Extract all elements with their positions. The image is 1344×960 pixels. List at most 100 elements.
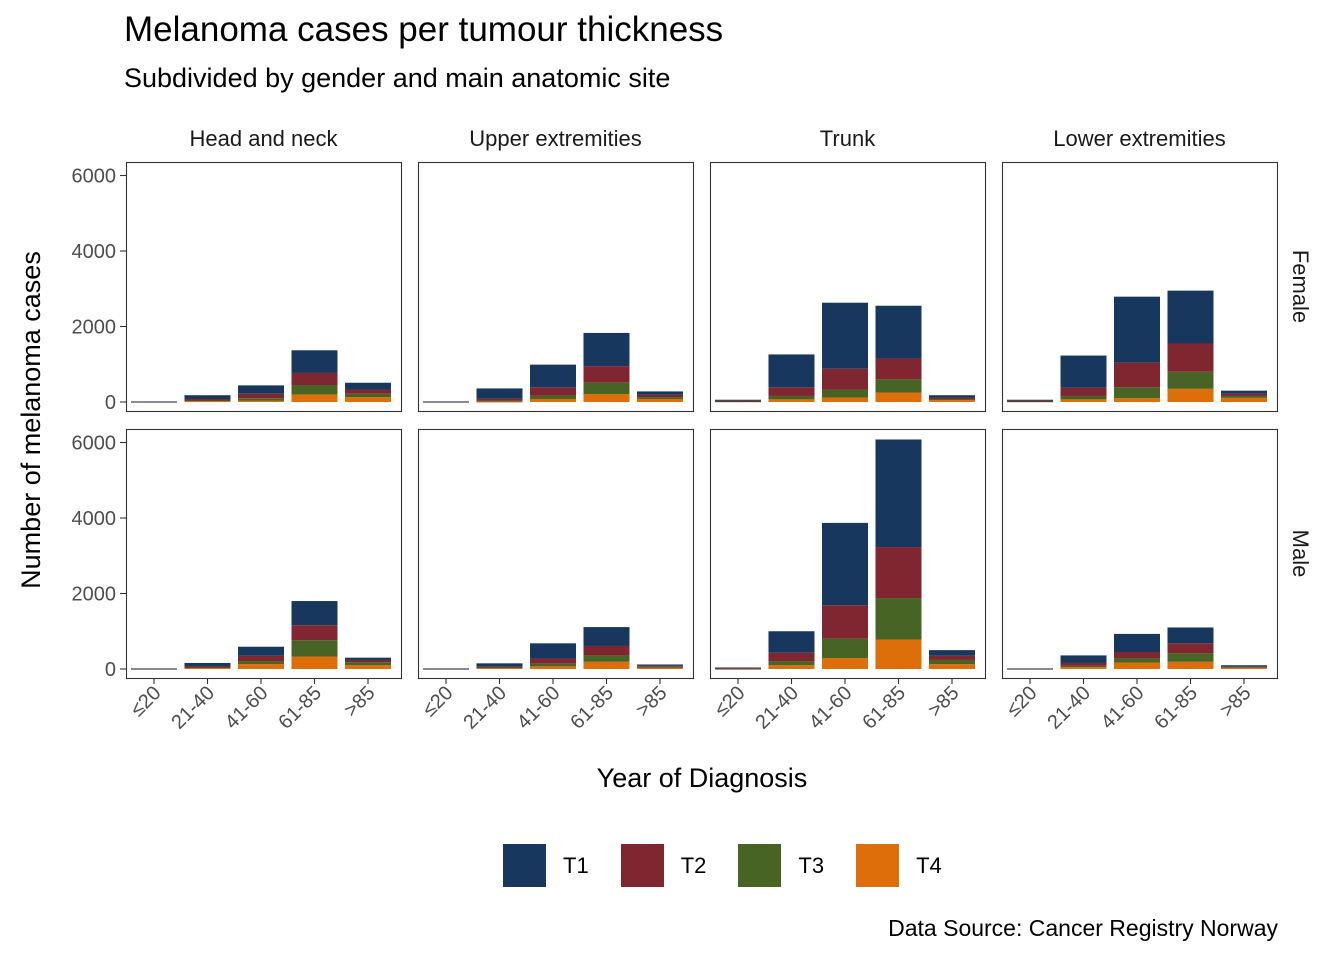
legend-label: T2 <box>680 852 707 878</box>
bar-T4 <box>822 658 868 669</box>
panel-border <box>417 161 695 413</box>
chart-caption: Data Source: Cancer Registry Norway <box>888 915 1278 941</box>
bar-T2 <box>291 372 338 386</box>
bar-T3 <box>476 667 523 669</box>
x-tick-label: 41-60 <box>1097 682 1149 734</box>
bar-T1 <box>1007 399 1053 401</box>
bar-T2 <box>875 547 922 599</box>
bar-T3 <box>530 395 576 399</box>
bar-T2 <box>583 645 630 656</box>
bar-T3 <box>291 385 338 395</box>
bar-T4 <box>768 665 815 669</box>
bar-T3 <box>291 640 338 657</box>
bar-T1 <box>583 332 630 367</box>
bar-T2 <box>1167 643 1214 654</box>
bar-T4 <box>1114 398 1160 402</box>
bar-T1 <box>1060 355 1107 388</box>
panel-border <box>417 428 695 680</box>
bar-T2 <box>345 389 391 394</box>
y-tick-label: 2000 <box>72 317 117 339</box>
bar-T1 <box>875 305 922 359</box>
bar-T2 <box>583 366 630 383</box>
bar-T4 <box>291 656 338 669</box>
bar-T1 <box>1167 290 1214 344</box>
panel-border <box>709 161 987 413</box>
bar-T4 <box>929 664 975 669</box>
bar-T1 <box>476 663 523 667</box>
bar-T1 <box>131 401 177 403</box>
bar-T2 <box>822 605 868 639</box>
bar-T3 <box>1114 658 1160 663</box>
bar-T4 <box>929 400 975 402</box>
bar-T2 <box>1221 393 1267 396</box>
bar-T4 <box>875 639 922 669</box>
bar-T3 <box>1060 395 1107 400</box>
bar-T4 <box>476 401 523 403</box>
bar-T4 <box>637 398 683 402</box>
bar-T4 <box>1060 399 1107 402</box>
bar-T3 <box>1167 653 1214 662</box>
bar-T2 <box>184 398 231 401</box>
bar-T2 <box>637 394 683 398</box>
bar-T1 <box>637 664 683 666</box>
bar-T2 <box>768 652 815 662</box>
panel-border <box>125 428 403 680</box>
legend-swatch <box>503 844 546 887</box>
x-tick-label: >85 <box>1216 682 1256 722</box>
facet-label: Lower extremities <box>1053 126 1225 151</box>
bar-T3 <box>637 397 683 399</box>
facet-label: Male <box>1288 530 1313 578</box>
bar-T4 <box>637 667 683 669</box>
bar-T1 <box>715 399 761 401</box>
bar-T1 <box>637 391 683 395</box>
legend-item: T1 <box>503 844 589 887</box>
x-tick-label: 41-60 <box>513 682 565 734</box>
bar-T4 <box>238 664 284 669</box>
panel-border <box>125 161 403 413</box>
facet-label: Head and neck <box>190 126 339 151</box>
bar-T1 <box>184 662 231 666</box>
y-tick-label: 0 <box>105 659 116 681</box>
bar-T4 <box>345 665 391 669</box>
bar-T4 <box>1221 397 1267 402</box>
bar-T2 <box>184 665 231 668</box>
bar-T1 <box>345 382 391 390</box>
y-tick-label: 6000 <box>72 166 117 188</box>
bar-T4 <box>530 398 576 402</box>
y-axis-title: Number of melanoma cases <box>16 251 46 589</box>
bar-T1 <box>583 627 630 646</box>
bar-T1 <box>131 668 177 670</box>
x-tick-label: ≤20 <box>1002 682 1041 721</box>
bar-T3 <box>583 655 630 662</box>
bar-T2 <box>291 625 338 641</box>
bar-T1 <box>238 646 284 656</box>
bar-T1 <box>822 302 868 369</box>
legend-item: T2 <box>620 844 707 887</box>
facet-label: Female <box>1288 250 1313 323</box>
legend-item: T4 <box>856 844 942 887</box>
bar-T2 <box>476 398 523 401</box>
bar-T1 <box>423 401 469 403</box>
x-tick-label: 61-85 <box>274 682 326 734</box>
bar-T1 <box>1221 665 1267 667</box>
bar-T3 <box>345 393 391 398</box>
bar-T1 <box>530 364 576 388</box>
panel-border <box>1001 161 1279 413</box>
bar-T2 <box>929 397 975 399</box>
bar-T1 <box>929 395 975 398</box>
bar-T4 <box>875 392 922 402</box>
bar-T1 <box>768 354 815 388</box>
x-tick-label: >85 <box>340 682 380 722</box>
bar-T3 <box>184 667 231 669</box>
chart-legend: T1 T2 T3 T4 <box>503 844 974 887</box>
legend-label: T4 <box>916 852 942 878</box>
x-tick-label: ≤20 <box>418 682 457 721</box>
bar-T2 <box>1221 666 1267 668</box>
bar-T1 <box>476 388 523 399</box>
bar-T3 <box>1221 395 1267 398</box>
bar-T1 <box>715 667 761 669</box>
bar-T3 <box>929 659 975 665</box>
x-tick-label: 21-40 <box>1043 682 1095 734</box>
bar-T3 <box>238 398 284 401</box>
